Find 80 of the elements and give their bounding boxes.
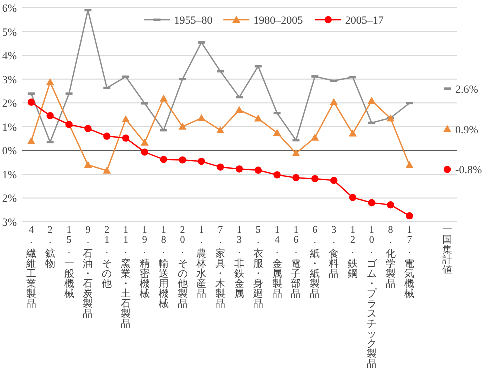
data-label: 0.9%: [456, 124, 478, 136]
legend-label: 2005–17: [345, 15, 384, 27]
x-tick-label: 3. 食料品: [328, 225, 340, 280]
legend-label: 1980–2005: [254, 15, 304, 27]
x-tick-label: 21. その他: [101, 225, 114, 290]
point: [28, 98, 36, 106]
x-tick-label: 8. 化学製品: [384, 225, 397, 290]
point: [103, 166, 112, 174]
point: [84, 161, 92, 168]
y-tick-label: 5%: [2, 26, 17, 39]
point: [27, 137, 36, 144]
category-label: 10. ゴム・プラスチック製品: [366, 225, 377, 370]
point: [122, 116, 130, 123]
y-tick-label: 2%: [2, 193, 17, 206]
x-tick-label: 一国集計値: [442, 225, 454, 276]
point: [216, 164, 224, 171]
point: [84, 125, 92, 132]
x-tick-label: 13. 非鉄金属: [234, 225, 246, 300]
x-tick-label: 16. 電子部品: [290, 225, 302, 300]
point: [311, 134, 320, 141]
point: [198, 114, 206, 122]
point: [254, 114, 262, 122]
category-label: 11. 窯業・土石製品: [121, 225, 132, 330]
point: [122, 134, 130, 142]
x-tick-label: 6. 紙・紙製品: [309, 225, 322, 300]
y-tick-label: 3%: [2, 74, 17, 86]
point: [274, 172, 281, 179]
x-tick-label: 14. 金属製品: [271, 225, 284, 300]
x-tick-label: 12. 鉄鋼: [346, 225, 359, 280]
x-tick-label: 20. その他製品: [176, 225, 189, 310]
x-tick-label: 18. 輸送用機械: [158, 225, 170, 310]
point: [348, 130, 357, 137]
point: [160, 94, 168, 102]
x-tick-label: 4. 繊維工業製品: [25, 225, 38, 310]
x-tick-label: 19. 精密機械: [138, 225, 151, 300]
point: [386, 114, 395, 122]
x-tick-label: 2. 鉱物: [44, 225, 56, 270]
point: [444, 166, 452, 174]
point: [198, 158, 206, 166]
point: [236, 106, 244, 114]
point: [330, 177, 338, 184]
point: [178, 122, 187, 130]
x-tick-label: 1. 農林水産品: [196, 225, 208, 300]
x-tick-label: 15. 一般機械: [63, 225, 76, 300]
point: [444, 125, 452, 132]
point: [46, 112, 54, 120]
point: [141, 148, 149, 156]
point: [104, 132, 111, 140]
point: [292, 150, 300, 157]
y-tick-label: 3%: [2, 217, 17, 229]
point: [312, 175, 319, 183]
y-tick-label: 6%: [2, 3, 17, 15]
x-tick-label: 17. 電気機械: [404, 225, 416, 300]
y-tick-label: 0%: [2, 146, 17, 158]
point: [273, 129, 282, 136]
point: [368, 96, 376, 104]
point: [368, 199, 376, 207]
point: [406, 161, 414, 168]
legend-label: 1955–80: [174, 15, 214, 27]
y-tick-label: 1%: [2, 122, 17, 134]
x-tick-label: 5. 衣服・身廻品: [252, 225, 264, 310]
y-tick-label: 2%: [2, 98, 17, 110]
x-tick-label: 7. 家具・木製品: [214, 225, 227, 310]
point: [46, 78, 54, 86]
data-label: 2.6%: [456, 84, 478, 96]
point: [216, 126, 225, 134]
point: [406, 212, 414, 220]
point: [160, 156, 168, 164]
point: [387, 202, 394, 209]
category-label: 9. 石油・石炭製品: [83, 225, 94, 320]
y-tick-label: 1%: [2, 169, 17, 182]
point: [330, 98, 338, 106]
y-tick-label: 4%: [2, 50, 17, 63]
point: [236, 166, 244, 173]
point: [140, 138, 149, 146]
point: [179, 156, 186, 164]
point: [254, 166, 262, 174]
data-label: -0.8%: [456, 164, 482, 177]
point: [349, 194, 357, 202]
point: [292, 174, 300, 182]
